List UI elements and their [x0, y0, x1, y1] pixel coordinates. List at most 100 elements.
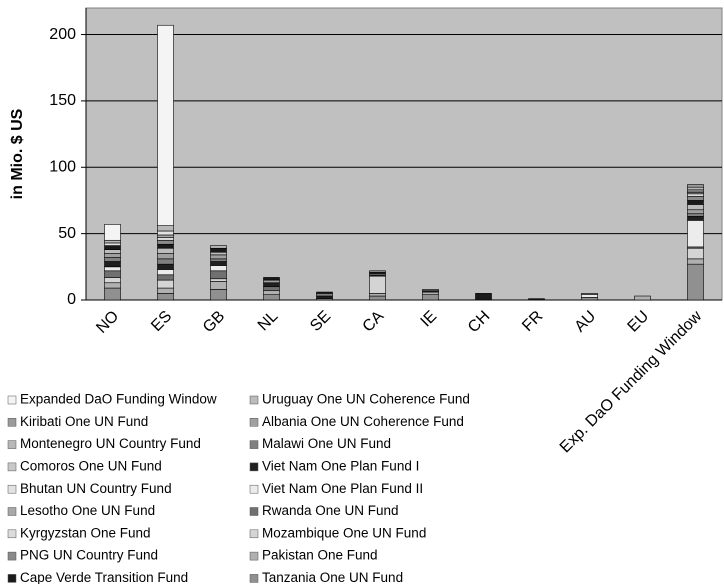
- bar-segment: [687, 209, 704, 215]
- legend-swatch: [249, 529, 259, 539]
- bar-segment: [687, 213, 704, 217]
- bar-segment: [104, 270, 121, 278]
- plot-area: [85, 7, 723, 301]
- bar-segment: [263, 277, 280, 281]
- bar-segment: [263, 290, 280, 295]
- bar-segment: [316, 291, 333, 294]
- bar-segment: [210, 247, 227, 253]
- bar-segment: [634, 295, 651, 301]
- y-tick-label: 0: [67, 291, 76, 308]
- legend-label: Mozambique One UN Fund: [262, 525, 426, 540]
- legend-swatch: [249, 462, 259, 472]
- bar-segment: [687, 220, 704, 248]
- bar-segment: [157, 279, 174, 289]
- legend-label: Kyrgyzstan One Fund: [20, 525, 151, 540]
- x-tick-label: CH: [465, 308, 493, 336]
- legend-label: Kiribati One UN Fund: [20, 414, 148, 429]
- legend-label: Cape Verde Transition Fund: [20, 570, 188, 584]
- legend-swatch: [7, 484, 17, 494]
- bar-segment: [687, 247, 704, 260]
- bar-segment: [687, 196, 704, 201]
- legend-swatch: [249, 440, 259, 449]
- y-tick-label: 200: [49, 26, 76, 43]
- legend-swatch: [249, 551, 259, 561]
- bar-segment: [157, 239, 174, 245]
- bar-segment: [104, 261, 121, 268]
- bar-segment: [104, 287, 121, 301]
- bar-segment: [210, 254, 227, 260]
- legend-label: Pakistan One Fund: [262, 548, 378, 563]
- bar-segment: [157, 24, 174, 226]
- legend-swatch: [249, 395, 259, 405]
- legend-label: Viet Nam One Plan Fund II: [262, 481, 423, 496]
- bar-segment: [687, 258, 704, 265]
- legend-label: Montenegro UN Country Fund: [20, 436, 201, 451]
- bar-segment: [104, 253, 121, 258]
- legend-label: Bhutan UN Country Fund: [20, 481, 172, 496]
- x-tick-label: NL: [255, 308, 282, 335]
- bar-segment: [210, 251, 227, 256]
- bar-segment: [263, 279, 280, 284]
- bar-segment: [157, 225, 174, 232]
- legend-label: Uruguay One UN Coherence Fund: [262, 392, 470, 407]
- legend-swatch: [249, 574, 259, 583]
- bar-segment: [687, 186, 704, 191]
- bar-segment: [581, 297, 598, 301]
- legend-label: Malawi One UN Fund: [262, 436, 391, 451]
- bar-segment: [475, 293, 492, 301]
- bar-segment: [157, 258, 174, 265]
- y-axis-label: in Mio. $ US: [9, 108, 26, 199]
- x-tick-label: IE: [418, 308, 441, 331]
- bar-segment: [369, 275, 386, 294]
- bar-segment: [157, 253, 174, 260]
- legend-label: Tanzania One UN Fund: [262, 570, 403, 584]
- y-tick-label: 100: [49, 158, 76, 175]
- bar-segment: [157, 237, 174, 241]
- bar-segment: [104, 242, 121, 246]
- bar-segment: [104, 277, 121, 284]
- legend-swatch: [7, 574, 17, 583]
- bar-segment: [210, 289, 227, 301]
- legend-swatch: [7, 551, 17, 561]
- bar-segment: [422, 291, 439, 295]
- y-tick-label: 150: [49, 92, 76, 109]
- bar-segment: [104, 249, 121, 254]
- bar-segment: [369, 293, 386, 297]
- bar-segment: [157, 293, 174, 301]
- bar-segment: [687, 193, 704, 197]
- x-tick-label: SE: [307, 308, 334, 335]
- legend-swatch: [249, 418, 259, 427]
- bar-segment: [157, 269, 174, 276]
- x-tick-label: ES: [148, 308, 175, 335]
- bar-segment: [422, 294, 439, 301]
- legend-label: Rwanda One UN Fund: [262, 503, 399, 518]
- bar-segment: [210, 281, 227, 290]
- legend-swatch: [7, 440, 17, 449]
- bar-segment: [157, 243, 174, 249]
- bar-segment: [104, 224, 121, 241]
- bar-segment: [316, 293, 333, 297]
- bar-segment: [210, 245, 227, 249]
- bar-segment: [157, 263, 174, 270]
- x-tick-label: AU: [572, 308, 600, 336]
- bar-segment: [210, 258, 227, 262]
- bar-segment: [369, 270, 386, 273]
- bar-segment: [210, 270, 227, 280]
- legend-label: Expanded DaO Funding Window: [20, 392, 217, 407]
- bar-segment: [263, 286, 280, 292]
- legend-label: Viet Nam One Plan Fund I: [262, 458, 419, 473]
- bar-segment: [422, 289, 439, 292]
- bar-segment: [687, 204, 704, 211]
- bar-segment: [104, 282, 121, 289]
- x-tick-label: CA: [360, 308, 388, 336]
- y-tick-label: 50: [58, 225, 76, 242]
- legend-swatch: [7, 529, 17, 539]
- bar-segment: [581, 293, 598, 295]
- bar-segment: [157, 230, 174, 236]
- bar-segment: [316, 295, 333, 299]
- bar-segment: [369, 295, 386, 301]
- bar-segment: [687, 216, 704, 221]
- bar-segment: [104, 239, 121, 244]
- legend-swatch: [7, 462, 17, 472]
